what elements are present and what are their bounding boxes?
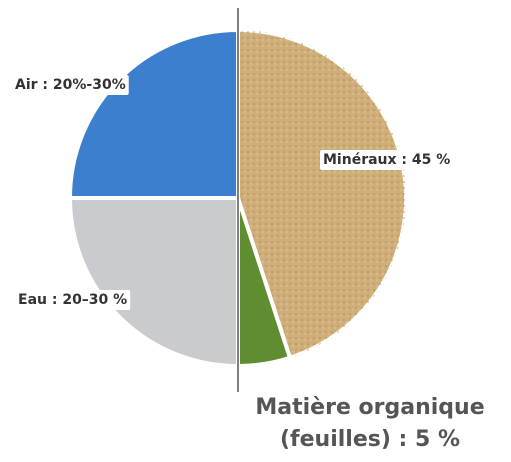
slice-label-text: (feuilles) : 5 % xyxy=(280,427,460,452)
label-bg xyxy=(320,150,454,170)
texture xyxy=(238,30,406,358)
pie-slice xyxy=(67,196,240,369)
slice-label-text: Matière organique xyxy=(255,395,484,420)
slice-label-text: Air : 20%-30% xyxy=(15,77,126,93)
slice-label: Air : 20%-30% xyxy=(12,75,129,95)
label-bg xyxy=(12,75,129,95)
pie-slice xyxy=(67,27,240,200)
slice-label: Minéraux : 45 % xyxy=(320,150,454,170)
slice-label-text: Minéraux : 45 % xyxy=(323,152,450,168)
slice-label: Eau : 20–30 % xyxy=(15,290,131,310)
label-bg xyxy=(15,290,131,310)
slice-label-text: Eau : 20–30 % xyxy=(18,292,127,308)
